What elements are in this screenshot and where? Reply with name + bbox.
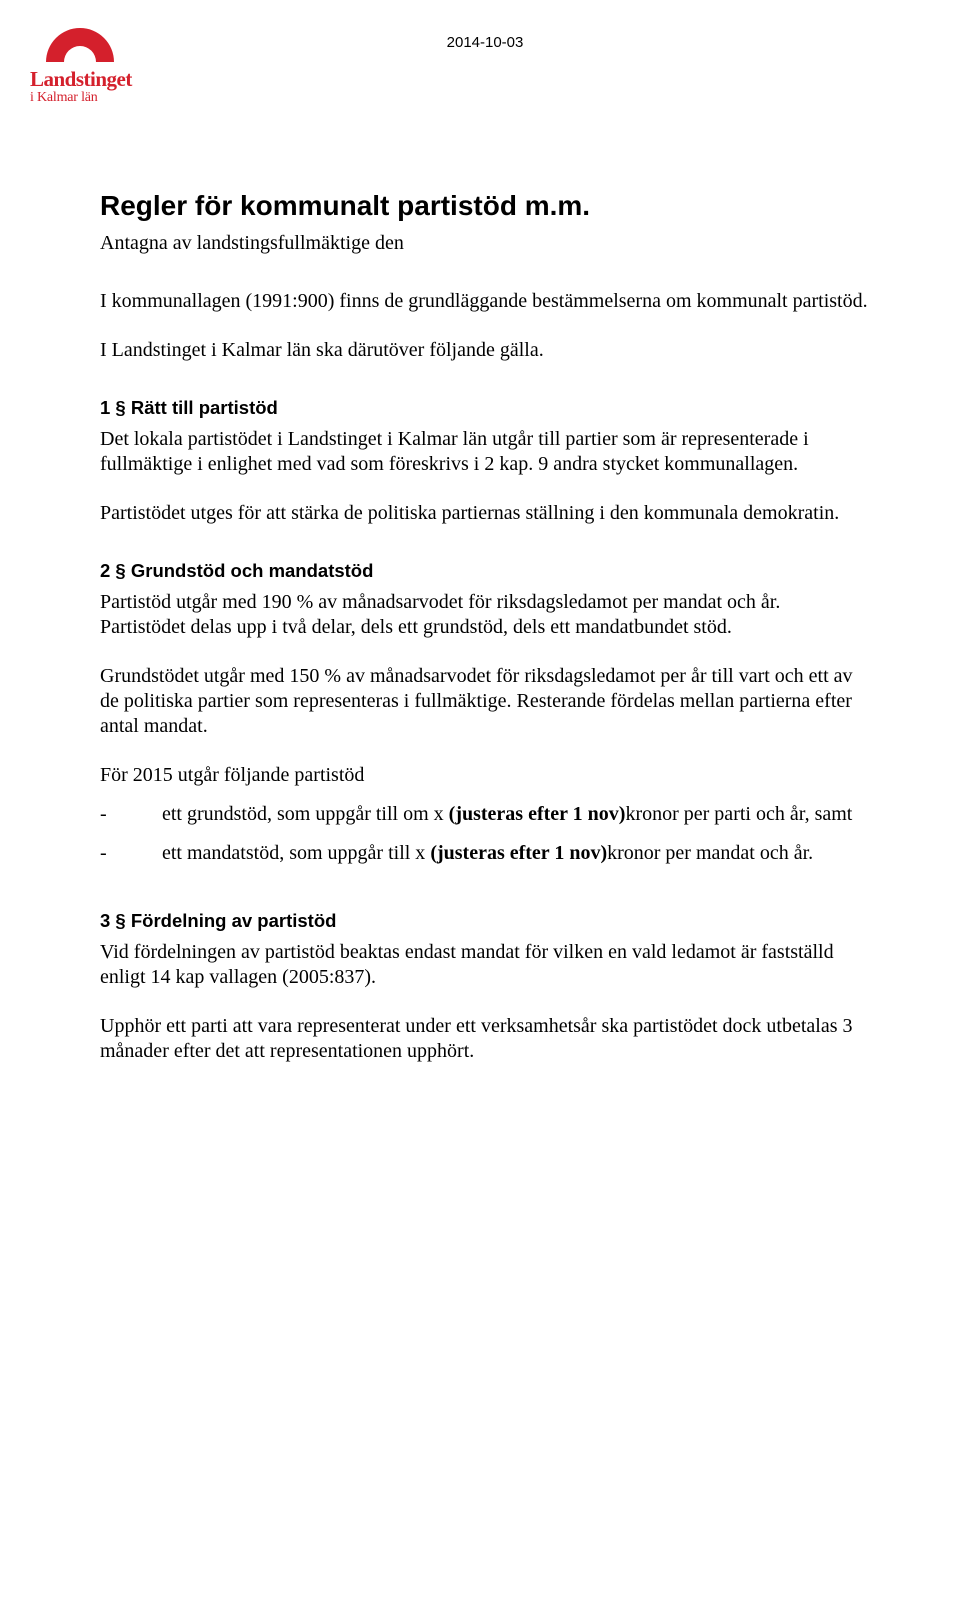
li1-part-b: kronor per parti och år, samt [625,803,852,825]
section-2-list: - ett grundstöd, som uppgår till om x (j… [100,802,870,866]
li2-bold: (justeras efter 1 nov) [430,842,607,864]
section-3-para-1: Vid fördelningen av partistöd beaktas en… [100,940,870,990]
li2-part-b: kronor per mandat och år. [607,842,813,864]
section-3-para-2: Upphör ett parti att vara representerat … [100,1014,870,1064]
section-2-heading: 2 § Grundstöd och mandatstöd [100,560,870,582]
section-1-para-2: Partistödet utges för att stärka de poli… [100,501,870,526]
page-header: Landstinget i Kalmar län 2014-10-03 [100,30,870,120]
section-2-para-2: Grundstödet utgår med 150 % av månadsarv… [100,664,870,739]
logo-text: Landstinget i Kalmar län [30,68,132,106]
li1-part-a: ett grundstöd, som uppgår till om x [162,803,449,825]
intro-paragraph-1: I kommunallagen (1991:900) finns de grun… [100,289,870,314]
dash-marker-icon: - [100,802,162,827]
list-item-text: ett mandatstöd, som uppgår till x (juste… [162,841,870,866]
document-subtitle: Antagna av landstingsfullmäktige den [100,232,870,255]
list-item-text: ett grundstöd, som uppgår till om x (jus… [162,802,870,827]
document-date: 2014-10-03 [447,34,524,51]
logo-arc-icon [36,22,124,66]
section-2-para-1: Partistöd utgår med 190 % av månadsarvod… [100,590,870,640]
logo-line2: i Kalmar län [30,91,132,106]
dash-marker-icon: - [100,841,162,866]
logo: Landstinget i Kalmar län [30,22,132,106]
section-1-heading: 1 § Rätt till partistöd [100,397,870,419]
logo-line1: Landstinget [30,68,132,90]
intro-paragraph-2: I Landstinget i Kalmar län ska därutöver… [100,338,870,363]
li1-bold: (justeras efter 1 nov) [449,803,626,825]
section-3-heading: 3 § Fördelning av partistöd [100,910,870,932]
section-2-para-3: För 2015 utgår följande partistöd [100,763,870,788]
document-body: Regler för kommunalt partistöd m.m. Anta… [100,190,870,1064]
document-title: Regler för kommunalt partistöd m.m. [100,190,870,222]
section-1-para-1: Det lokala partistödet i Landstinget i K… [100,427,870,477]
li2-part-a: ett mandatstöd, som uppgår till x [162,842,430,864]
list-item: - ett mandatstöd, som uppgår till x (jus… [100,841,870,866]
list-item: - ett grundstöd, som uppgår till om x (j… [100,802,870,827]
